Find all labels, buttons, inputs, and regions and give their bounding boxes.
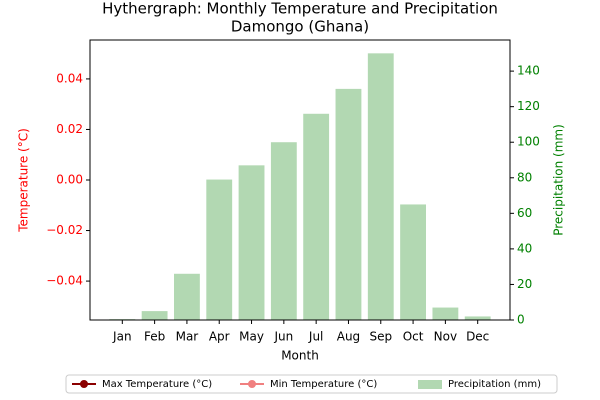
legend-label: Min Temperature (°C) (270, 379, 377, 390)
x-axis-label: Month (281, 349, 319, 363)
y-tick-label: 0.00 (56, 173, 83, 187)
bar (400, 204, 426, 320)
x-tick-label: Apr (209, 330, 230, 344)
bar (464, 316, 491, 320)
y-tick-label: 0.04 (56, 71, 83, 85)
y2-axis-label: Precipitation (mm) (552, 124, 566, 236)
x-tick-label: Jun (273, 330, 293, 344)
x-tick-label: Dec (466, 330, 489, 344)
x-tick-label: Feb (144, 330, 165, 344)
y2-tick-label: 40 (517, 241, 532, 255)
x-tick-label: Sep (369, 330, 392, 344)
y2-tick-label: 120 (517, 99, 540, 113)
legend-marker (80, 380, 88, 388)
bar (270, 142, 297, 320)
y-tick-label: 0.02 (56, 122, 83, 136)
legend-label: Max Temperature (°C) (102, 379, 212, 390)
chart-title: Hythergraph: Monthly Temperature and Pre… (102, 0, 498, 18)
x-tick-label: Jul (308, 330, 323, 344)
y2-tick-label: 60 (517, 206, 532, 220)
y2-tick-label: 80 (517, 170, 532, 184)
chart-subtitle: Damongo (Ghana) (231, 18, 369, 36)
x-tick-label: Nov (434, 330, 457, 344)
y2-tick-label: 140 (517, 64, 540, 78)
x-tick-label: May (239, 330, 264, 344)
bar (238, 165, 265, 320)
y2-tick-label: 0 (517, 313, 525, 327)
x-tick-label: Oct (403, 330, 424, 344)
bar (174, 273, 200, 320)
x-tick-label: Aug (337, 330, 360, 344)
plot-frame (89, 39, 511, 321)
y-tick-label: −0.02 (46, 223, 83, 237)
x-tick-label: Mar (176, 330, 199, 344)
bar (367, 53, 394, 320)
x-tick-label: Jan (112, 330, 132, 344)
y-tick-label: −0.04 (46, 274, 83, 288)
y-axis-label: Temperature (°C) (17, 128, 31, 233)
legend-swatch (418, 380, 442, 389)
bar (335, 88, 362, 320)
legend-label: Precipitation (mm) (448, 379, 541, 390)
bar (432, 307, 459, 320)
bar (141, 311, 168, 320)
bar (303, 113, 330, 321)
y2-tick-label: 100 (517, 135, 540, 149)
legend-marker (248, 380, 256, 388)
y2-tick-label: 20 (517, 277, 532, 291)
bar (206, 179, 233, 320)
